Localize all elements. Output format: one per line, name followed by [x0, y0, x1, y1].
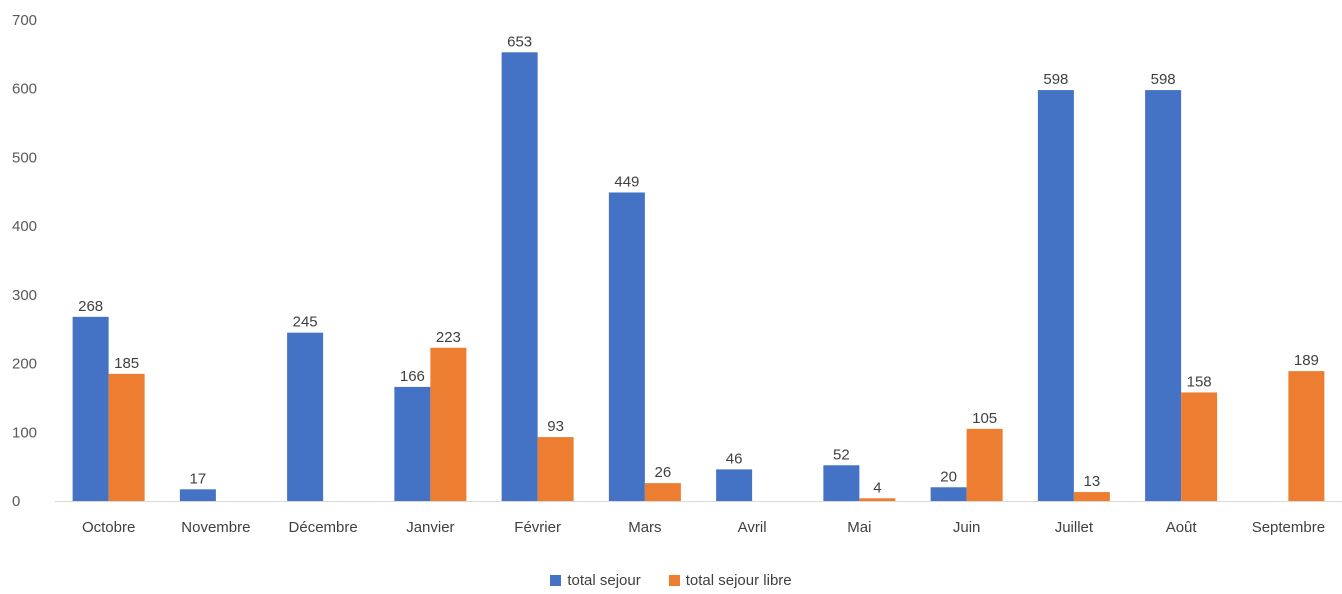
x-tick-label: Septembre: [1252, 519, 1325, 536]
bar-total-sejour: [716, 469, 753, 501]
legend: total sejour total sejour libre: [0, 572, 1342, 589]
data-label: 105: [972, 410, 997, 427]
data-label: 46: [726, 450, 743, 467]
bar-total-sejour-libre: [537, 437, 574, 501]
bar-total-sejour: [930, 487, 967, 501]
bar-total-sejour: [287, 332, 324, 501]
bar-total-sejour-libre: [859, 498, 896, 501]
y-tick-label: 700: [12, 12, 37, 29]
data-label: 52: [833, 446, 850, 463]
bar-total-sejour-libre: [1073, 492, 1110, 501]
data-label: 268: [78, 298, 103, 315]
x-tick-label: Mars: [628, 519, 661, 536]
data-label: 189: [1294, 352, 1319, 369]
data-label: 449: [614, 173, 639, 190]
bar-total-sejour: [394, 386, 431, 501]
bar-total-sejour-libre: [108, 373, 145, 501]
bar-total-sejour: [72, 316, 109, 501]
y-tick-label: 400: [12, 218, 37, 235]
x-tick-label: Décembre: [289, 519, 358, 536]
x-tick-label: Mai: [847, 519, 871, 536]
data-label: 245: [293, 314, 318, 331]
legend-item-total-sejour-libre: total sejour libre: [668, 572, 792, 589]
x-tick-label: Août: [1166, 519, 1198, 536]
legend-swatch-total-sejour-libre: [668, 575, 680, 586]
data-label: 26: [655, 464, 672, 481]
data-label: 598: [1151, 71, 1176, 88]
data-label: 223: [436, 329, 461, 346]
bar-total-sejour-libre: [966, 428, 1003, 501]
legend-label-total-sejour-libre: total sejour libre: [685, 572, 792, 589]
x-tick-label: Juin: [953, 519, 981, 536]
legend-swatch-total-sejour: [550, 575, 562, 586]
legend-label-total-sejour: total sejour: [567, 572, 641, 589]
x-tick-label: Janvier: [406, 519, 454, 536]
bar-total-sejour-libre: [1181, 392, 1218, 501]
y-tick-label: 0: [12, 493, 20, 510]
data-label: 598: [1043, 71, 1068, 88]
data-label: 4: [873, 479, 881, 496]
bar-total-sejour-libre: [1288, 371, 1325, 501]
y-tick-label: 100: [12, 424, 37, 441]
bar-total-sejour-libre: [644, 483, 681, 501]
data-label: 20: [940, 468, 957, 485]
bar-total-sejour: [823, 465, 860, 501]
bar-total-sejour: [608, 192, 645, 502]
y-tick-label: 500: [12, 149, 37, 166]
bar-total-sejour-libre: [430, 347, 467, 501]
bar-total-sejour: [501, 52, 538, 501]
data-label: 17: [190, 470, 207, 487]
y-tick-label: 200: [12, 356, 37, 373]
data-label: 185: [114, 355, 139, 372]
bar-total-sejour: [1037, 90, 1074, 502]
legend-item-total-sejour: total sejour: [550, 572, 641, 589]
y-tick-label: 600: [12, 81, 37, 98]
data-label: 166: [400, 368, 425, 385]
x-tick-label: Avril: [738, 519, 767, 536]
bar-total-sejour: [1145, 90, 1182, 502]
x-tick-label: Juillet: [1055, 519, 1094, 536]
bar-total-sejour: [179, 489, 216, 501]
x-tick-label: Octobre: [82, 519, 135, 536]
x-tick-label: Novembre: [181, 519, 250, 536]
data-label: 158: [1187, 373, 1212, 390]
y-tick-label: 300: [12, 287, 37, 304]
data-label: 13: [1084, 473, 1101, 490]
data-label: 93: [547, 418, 564, 435]
x-tick-label: Février: [514, 519, 561, 536]
data-label: 653: [507, 33, 532, 50]
